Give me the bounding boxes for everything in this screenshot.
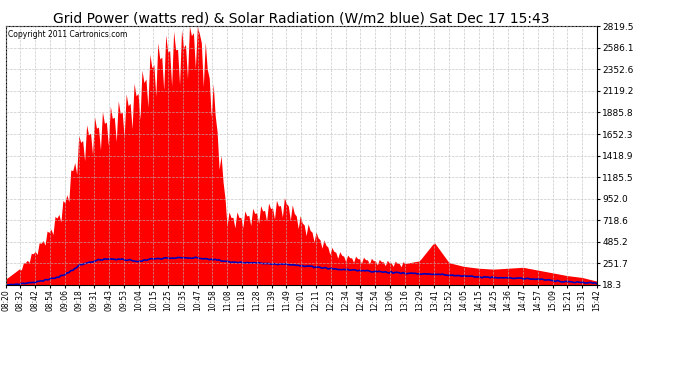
Title: Grid Power (watts red) & Solar Radiation (W/m2 blue) Sat Dec 17 15:43: Grid Power (watts red) & Solar Radiation… xyxy=(53,11,549,25)
Text: Copyright 2011 Cartronics.com: Copyright 2011 Cartronics.com xyxy=(8,30,128,39)
